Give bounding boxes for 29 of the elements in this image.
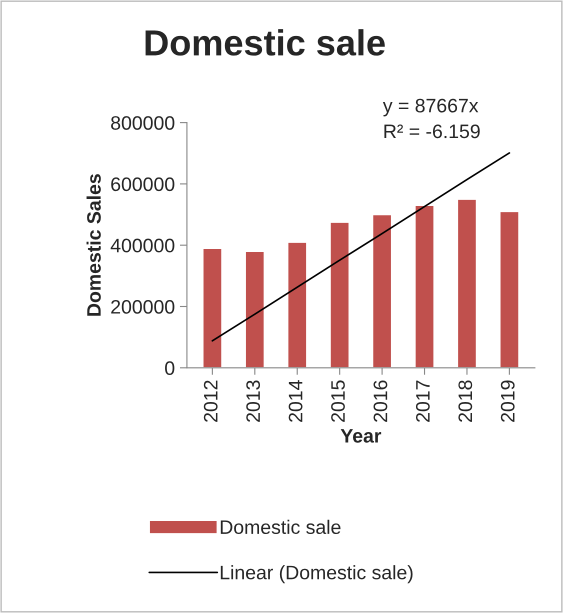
x-tick-label: 2019 bbox=[500, 380, 515, 422]
x-tick-label: 2014 bbox=[288, 380, 302, 422]
x-tick-label: 2012 bbox=[204, 380, 218, 422]
bar bbox=[244, 250, 266, 368]
legend-label: Domestic sale bbox=[220, 520, 340, 534]
bar bbox=[372, 214, 392, 368]
bar bbox=[499, 210, 520, 368]
x-tick-label: 2016 bbox=[374, 380, 388, 422]
x-tick-label: 2013 bbox=[246, 380, 260, 422]
line-series bbox=[212, 152, 510, 342]
x-tick-label: 2018 bbox=[458, 380, 472, 422]
x-axis-title: Year bbox=[340, 429, 382, 443]
chart-title: Domestic sale bbox=[146, 29, 385, 56]
y-axis-title: Domestic Sales bbox=[86, 174, 101, 316]
y-tick-label: 800000 bbox=[111, 116, 174, 130]
y-tick-label: 200000 bbox=[111, 300, 174, 314]
bar bbox=[456, 198, 478, 368]
legend-label: Linear (Domestic sale) bbox=[220, 565, 413, 584]
y-tick-label: 0 bbox=[165, 361, 174, 376]
bar bbox=[202, 248, 223, 368]
annotation: R² = -6.159 bbox=[384, 124, 480, 138]
x-tick-label: 2017 bbox=[416, 380, 430, 422]
x-tick-label: 2015 bbox=[331, 380, 345, 422]
bar bbox=[286, 241, 308, 368]
y-tick-label: 400000 bbox=[110, 238, 174, 252]
bar bbox=[414, 204, 435, 368]
y-tick-label: 600000 bbox=[111, 177, 174, 192]
text: y = 87667x bbox=[382, 98, 478, 116]
bar bbox=[329, 222, 350, 368]
